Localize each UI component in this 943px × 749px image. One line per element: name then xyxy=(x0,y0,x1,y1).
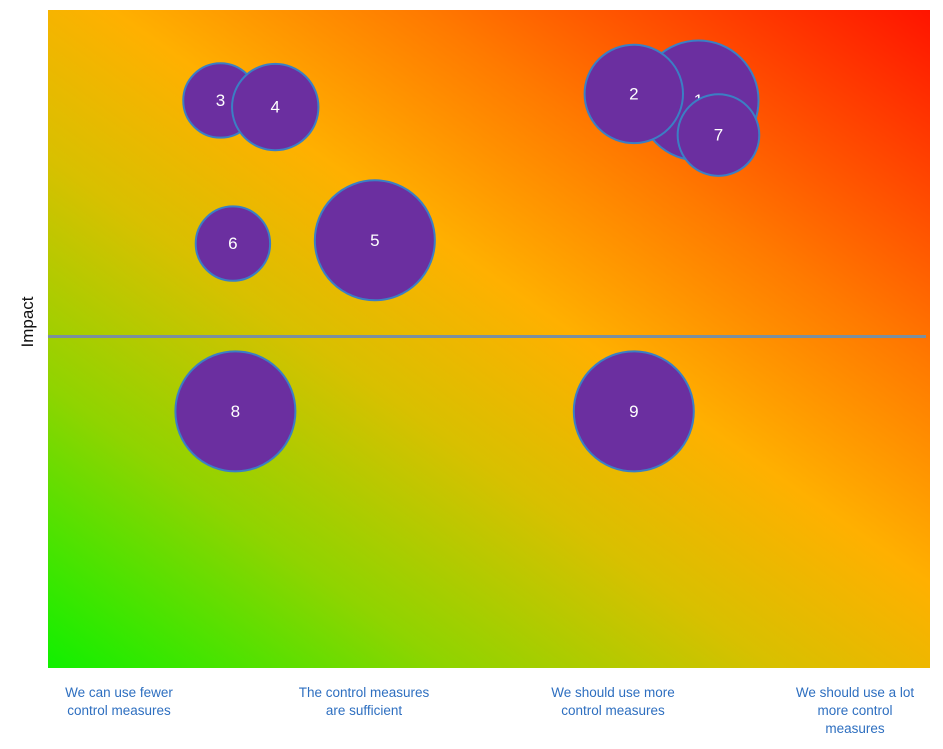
bubble-4 xyxy=(231,62,320,152)
bubble-9 xyxy=(572,350,695,473)
bubble-label-9: 9 xyxy=(629,402,638,421)
x-tick-label-sufficient: The control measures are sufficient xyxy=(298,685,430,718)
bubble-label-8: 8 xyxy=(231,402,240,421)
bubble-7 xyxy=(676,93,761,177)
bubble-label-2: 2 xyxy=(629,84,638,103)
bubble-label-7: 7 xyxy=(714,126,723,145)
bubble-label-6: 6 xyxy=(228,234,237,253)
x-tick-label-lot-more: We should use a lot more control measure… xyxy=(795,685,915,736)
x-tick-label-fewer: We can use fewer control measures xyxy=(65,685,173,718)
bubble-label-5: 5 xyxy=(370,231,379,250)
bubble-8 xyxy=(174,350,297,473)
bubble-label-4: 4 xyxy=(271,98,280,117)
impact-midline xyxy=(48,335,926,338)
bubble-5 xyxy=(313,179,436,302)
x-tick-label-more: We should use more control measures xyxy=(551,685,675,718)
bubble-2 xyxy=(583,43,684,145)
bubble-6 xyxy=(194,205,272,282)
bubble-label-3: 3 xyxy=(216,91,225,110)
